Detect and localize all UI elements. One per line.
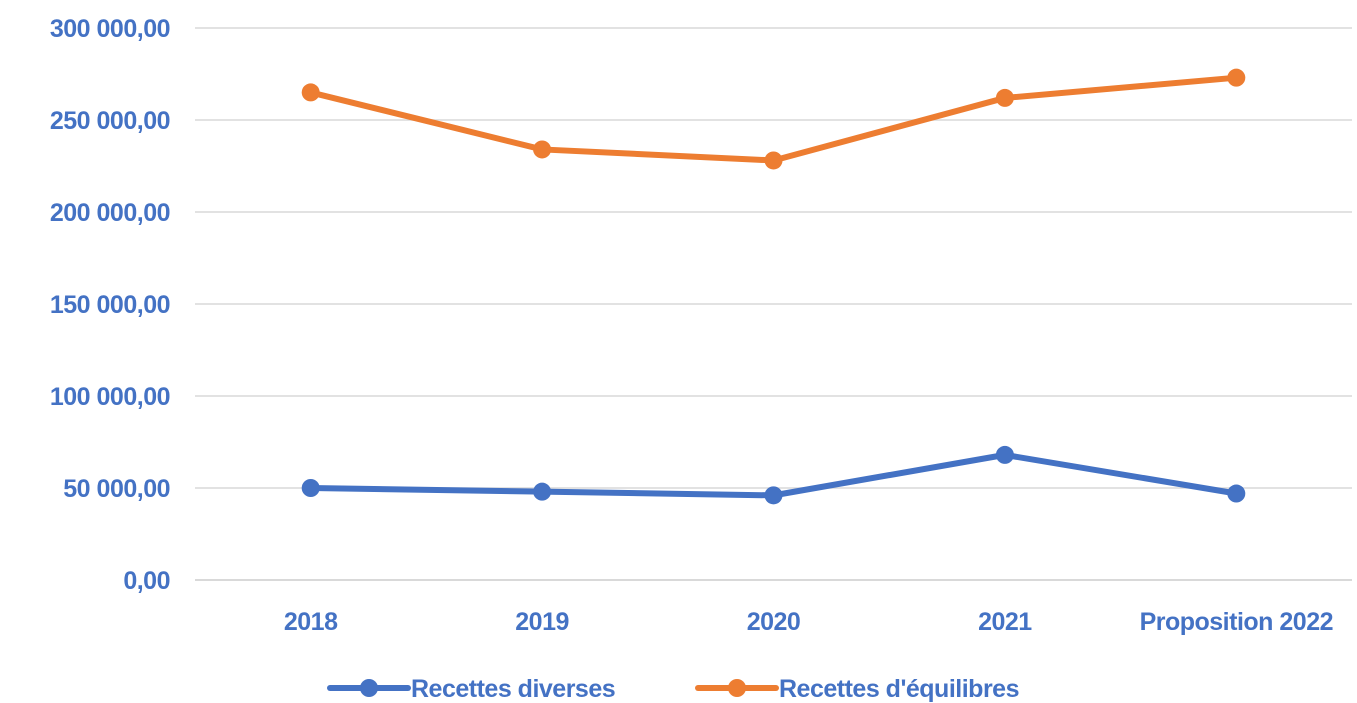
x-tick-label: 2018	[284, 608, 338, 636]
series-lines	[301, 68, 1246, 505]
y-tick-label: 200 000,00	[50, 199, 170, 227]
y-tick-label: 250 000,00	[50, 107, 170, 135]
legend-item: Recettes d'équilibres	[695, 675, 1019, 703]
legend: Recettes diverses Recettes d'équilibres	[327, 675, 1019, 703]
y-axis: 0,00 50 000,00 100 000,00 150 000,00 200 000…	[50, 15, 171, 595]
legend-swatch-marker	[728, 679, 746, 697]
data-point	[301, 479, 320, 497]
legend-swatch-marker	[360, 679, 378, 697]
x-tick-label: 2021	[978, 608, 1032, 636]
data-point	[1227, 484, 1246, 503]
legend-item: Recettes diverses	[327, 675, 616, 703]
y-tick-label: 0,00	[123, 567, 170, 595]
data-point	[301, 83, 320, 102]
x-tick-label: Proposition 2022	[1140, 608, 1333, 636]
y-tick-label: 50 000,00	[63, 475, 170, 503]
data-point	[764, 486, 783, 505]
series-line	[307, 74, 1240, 164]
x-tick-label: 2020	[747, 608, 801, 636]
data-point	[764, 151, 783, 170]
y-tick-label: 150 000,00	[50, 291, 170, 319]
series-1	[301, 445, 1246, 505]
series-2	[301, 68, 1246, 170]
y-tick-label: 300 000,00	[50, 15, 170, 43]
data-point	[533, 482, 552, 501]
data-point	[995, 445, 1014, 464]
data-point	[1227, 68, 1246, 87]
data-point	[533, 140, 552, 159]
legend-label: Recettes diverses	[411, 675, 615, 703]
x-axis: 2018 2019 2020 2021 Proposition 2022	[284, 608, 1334, 636]
data-point	[995, 88, 1014, 107]
y-tick-label: 100 000,00	[50, 383, 170, 411]
legend-label: Recettes d'équilibres	[779, 675, 1019, 703]
x-tick-label: 2019	[515, 608, 569, 636]
